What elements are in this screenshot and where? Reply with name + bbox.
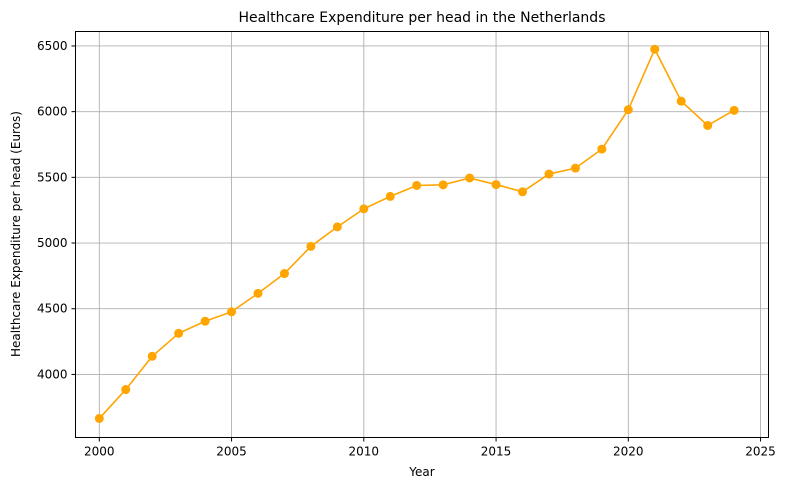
data-point: [227, 307, 237, 317]
data-point: [518, 187, 528, 197]
y-tick-label: 6500: [37, 39, 68, 53]
data-point: [306, 241, 316, 251]
series-layer: [94, 44, 739, 423]
x-tick-label: 2010: [349, 445, 380, 459]
y-tick-label: 4500: [37, 302, 68, 316]
data-point: [147, 351, 157, 361]
y-axis-label: Healthcare Expenditure per head (Euros): [9, 111, 23, 357]
x-tick-label: 2005: [216, 445, 247, 459]
y-tick-label: 5000: [37, 236, 68, 250]
data-point: [676, 96, 686, 106]
data-point: [121, 385, 131, 395]
data-point: [200, 316, 210, 326]
data-point: [544, 169, 554, 179]
x-tick-label: 2015: [481, 445, 512, 459]
x-tick-label: 2025: [745, 445, 776, 459]
data-point: [729, 105, 739, 115]
data-point: [597, 144, 607, 154]
y-tick-label: 4000: [37, 367, 68, 381]
data-point: [332, 222, 342, 232]
x-axis-label: Year: [408, 465, 434, 479]
data-point: [438, 180, 448, 190]
grid-layer: [75, 31, 769, 438]
data-point: [174, 328, 184, 338]
data-point: [279, 269, 289, 279]
plot-frame: [75, 31, 769, 438]
chart-title: Healthcare Expenditure per head in the N…: [238, 10, 605, 26]
x-tick-label: 2000: [84, 445, 115, 459]
data-point: [94, 413, 104, 423]
data-point: [491, 180, 501, 190]
data-point: [465, 173, 475, 183]
data-point: [253, 288, 263, 298]
data-point: [412, 180, 422, 190]
y-tick-label: 6000: [37, 105, 68, 119]
y-tick-layer: 4000 4500 5000 5500 6000 6500: [37, 39, 76, 381]
data-point: [703, 120, 713, 130]
data-point: [570, 163, 580, 173]
x-tick-label: 2020: [613, 445, 644, 459]
data-point: [623, 105, 633, 115]
y-tick-label: 5500: [37, 170, 68, 184]
data-point: [385, 191, 395, 201]
data-point: [359, 204, 369, 214]
x-tick-layer: 2000 2005 2010 2015 2020 2025: [84, 437, 776, 459]
data-point: [650, 44, 660, 54]
